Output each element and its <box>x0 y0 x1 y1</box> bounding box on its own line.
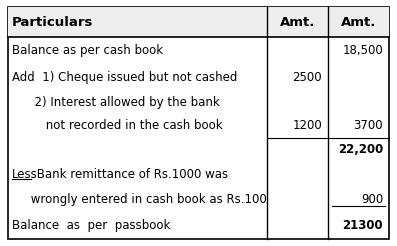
Text: 3700: 3700 <box>353 119 383 132</box>
Text: 22,200: 22,200 <box>338 143 383 156</box>
Text: Particulars: Particulars <box>12 16 93 29</box>
Text: Add  1) Cheque issued but not cashed: Add 1) Cheque issued but not cashed <box>12 71 237 84</box>
Text: 900: 900 <box>361 193 383 206</box>
Text: Balance as per cash book: Balance as per cash book <box>12 44 163 57</box>
Text: wrongly entered in cash book as Rs.100: wrongly entered in cash book as Rs.100 <box>12 193 267 206</box>
Bar <box>8 7 389 37</box>
Text: 1200: 1200 <box>292 119 322 132</box>
Text: Balance  as  per  passbook: Balance as per passbook <box>12 219 170 232</box>
Text: not recorded in the cash book: not recorded in the cash book <box>12 119 223 132</box>
Text: Less: Less <box>12 168 38 181</box>
Text: Bank remittance of Rs.1000 was: Bank remittance of Rs.1000 was <box>33 168 228 181</box>
Text: 21300: 21300 <box>343 219 383 232</box>
Text: 18,500: 18,500 <box>342 44 383 57</box>
Text: Amt.: Amt. <box>341 16 376 29</box>
Text: 2500: 2500 <box>293 71 322 84</box>
Text: Amt.: Amt. <box>280 16 315 29</box>
Text: 2) Interest allowed by the bank: 2) Interest allowed by the bank <box>12 96 220 109</box>
